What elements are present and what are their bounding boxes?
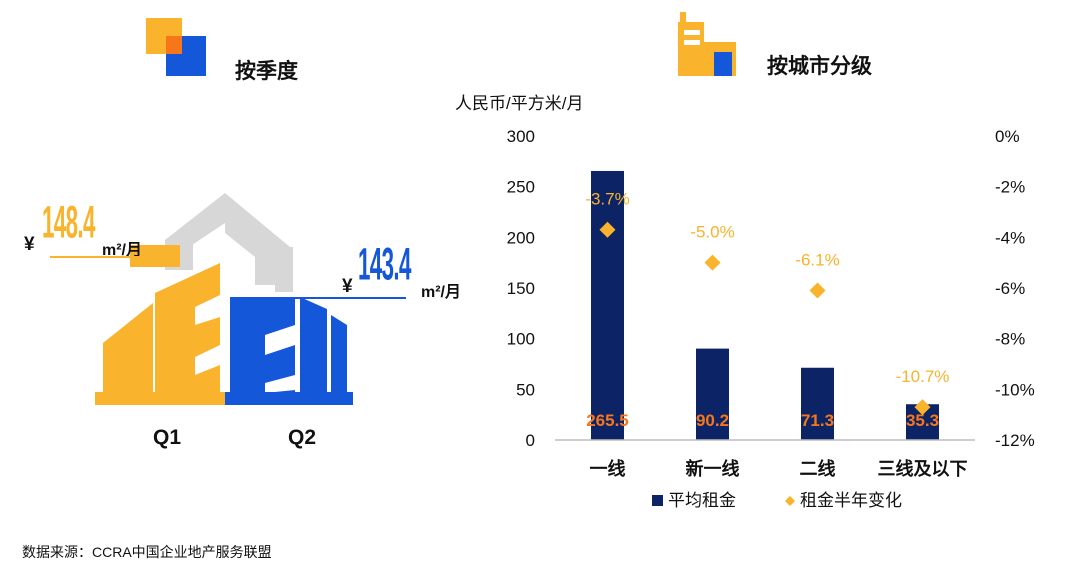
buildings-icon xyxy=(678,12,736,76)
y2-tick-label: -6% xyxy=(995,279,1025,298)
x-tick-label: 三线及以下 xyxy=(878,458,968,479)
legend-diamond-swatch xyxy=(785,496,795,506)
change-value-label: -6.1% xyxy=(795,251,839,270)
q1-unit: m²/月 xyxy=(102,242,143,259)
x-tick-label: 二线 xyxy=(800,458,836,479)
bar-value-label: 90.2 xyxy=(696,411,729,430)
q2-label: Q2 xyxy=(288,426,317,449)
q1-currency-symbol: ¥ xyxy=(24,234,35,255)
building-graphic xyxy=(95,193,353,405)
legend-bar-swatch xyxy=(652,495,663,506)
data-source-note: 数据来源：CCRA中国企业地产服务联盟 xyxy=(22,544,272,560)
y-tick-label: 300 xyxy=(507,127,535,146)
y-tick-label: 100 xyxy=(507,330,535,349)
bar-1 xyxy=(591,170,624,440)
rent-by-city-tier-chart: 0 50 100 150 200 250 300 0% -2% -4% -6% -8% -10% -12%… xyxy=(507,127,1035,510)
q2-underline xyxy=(292,297,406,299)
legend-bar-label: 平均租金 xyxy=(668,491,736,510)
y-axis-unit-label: 人民币/平方米/月 xyxy=(455,94,584,113)
q1-underline xyxy=(50,256,160,258)
q2-value: 143.4 xyxy=(358,238,411,290)
x-tick-label: 一线 xyxy=(590,458,626,479)
y2-tick-label: 0% xyxy=(995,127,1020,146)
y-tick-label: 250 xyxy=(507,178,535,197)
bar-2 xyxy=(696,348,729,440)
change-marker-1 xyxy=(599,221,616,238)
q2-currency-symbol: ¥ xyxy=(342,276,353,297)
right-panel-title: 按城市分级 xyxy=(767,55,872,78)
x-tick-label: 新一线 xyxy=(686,458,740,479)
overlapping-squares-icon xyxy=(146,18,206,76)
bar-value-label: 35.3 xyxy=(906,411,939,430)
change-marker-2 xyxy=(704,254,721,271)
change-marker-3 xyxy=(809,282,826,299)
y2-tick-label: -8% xyxy=(995,330,1025,349)
y2-tick-label: -4% xyxy=(995,228,1025,247)
bar-value-label: 265.5 xyxy=(586,411,629,430)
y2-tick-label: -10% xyxy=(995,380,1035,399)
bar-value-label: 71.3 xyxy=(801,411,834,430)
legend-change-label: 租金半年变化 xyxy=(800,491,902,510)
y2-tick-label: -2% xyxy=(995,178,1025,197)
y2-tick-label: -12% xyxy=(995,431,1035,450)
y-tick-label: 50 xyxy=(516,380,535,399)
y-tick-label: 150 xyxy=(507,279,535,298)
change-value-label: -3.7% xyxy=(585,190,629,209)
q2-unit: m²/月 xyxy=(421,284,462,301)
q1-label: Q1 xyxy=(153,426,182,449)
y-tick-label: 0 xyxy=(526,431,535,450)
left-panel-title: 按季度 xyxy=(235,60,298,83)
change-value-label: -10.7% xyxy=(896,367,950,386)
y-tick-label: 200 xyxy=(507,228,535,247)
change-value-label: -5.0% xyxy=(690,223,734,242)
q1-value: 148.4 xyxy=(42,196,95,248)
change-marker-4 xyxy=(914,399,931,416)
bar-3 xyxy=(801,367,834,440)
